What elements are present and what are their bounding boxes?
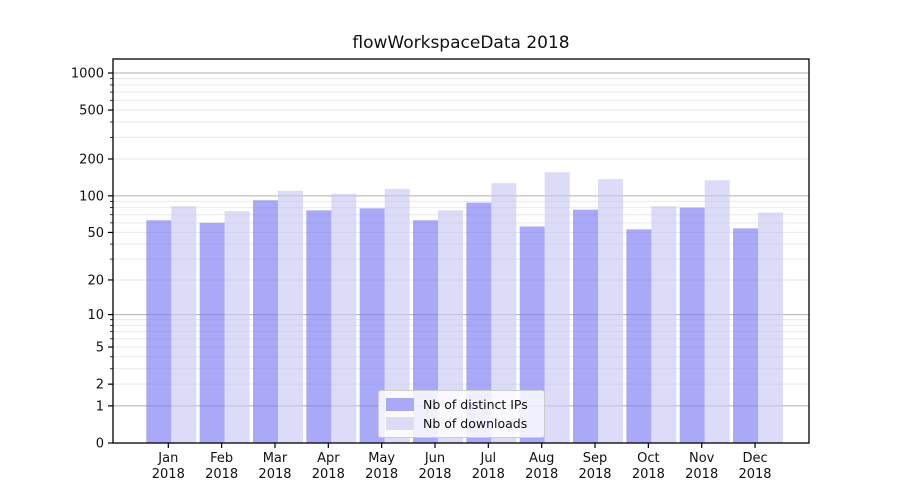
chart-title: flowWorkspaceData 2018 bbox=[352, 33, 570, 53]
y-tick-label-1000: 1000 bbox=[71, 67, 104, 82]
x-tick-label-month-aug: Aug bbox=[529, 451, 554, 466]
y-tick-label-50: 50 bbox=[87, 226, 104, 241]
x-tick-label-year-nov: 2018 bbox=[685, 467, 718, 482]
bar-nb-of-distinct-ips-mar bbox=[252, 200, 278, 443]
y-tick-label-20: 20 bbox=[87, 273, 104, 288]
x-tick-label-year-apr: 2018 bbox=[312, 467, 345, 482]
x-tick-label-year-sep: 2018 bbox=[578, 467, 611, 482]
x-tick-label-year-jun: 2018 bbox=[418, 467, 451, 482]
x-tick-label-month-dec: Dec bbox=[742, 451, 767, 466]
x-tick-label-year-may: 2018 bbox=[365, 467, 398, 482]
y-tick-label-0: 0 bbox=[96, 437, 104, 452]
bar-nb-of-downloads-mar bbox=[277, 190, 303, 443]
legend-item-downloads: Nb of downloads bbox=[386, 414, 537, 433]
x-tick-label-month-apr: Apr bbox=[317, 451, 340, 466]
bar-nb-of-downloads-jan bbox=[171, 206, 197, 443]
legend-label-distinct-ips: Nb of distinct IPs bbox=[423, 397, 528, 412]
bar-nb-of-downloads-apr bbox=[331, 193, 357, 443]
bar-nb-of-downloads-dec bbox=[758, 212, 784, 443]
x-tick-label-year-aug: 2018 bbox=[525, 467, 558, 482]
x-tick-label-month-sep: Sep bbox=[583, 451, 608, 466]
legend: Nb of distinct IPs Nb of downloads bbox=[378, 390, 545, 438]
x-tick-label-year-dec: 2018 bbox=[738, 467, 771, 482]
bar-nb-of-downloads-aug bbox=[544, 172, 570, 444]
x-tick-label-month-jul: Jul bbox=[479, 451, 496, 466]
y-tick-label-500: 500 bbox=[79, 104, 104, 119]
bar-nb-of-downloads-sep bbox=[598, 179, 624, 444]
x-tick-label-year-jul: 2018 bbox=[472, 467, 505, 482]
bar-nb-of-distinct-ips-sep bbox=[573, 209, 599, 443]
bar-nb-of-distinct-ips-nov bbox=[679, 207, 705, 443]
x-tick-label-year-oct: 2018 bbox=[632, 467, 665, 482]
y-tick-label-200: 200 bbox=[79, 152, 104, 167]
legend-label-downloads: Nb of downloads bbox=[423, 416, 528, 431]
x-tick-label-year-feb: 2018 bbox=[205, 467, 238, 482]
x-tick-label-month-feb: Feb bbox=[210, 451, 233, 466]
y-tick-label-1: 1 bbox=[96, 399, 104, 414]
bar-nb-of-distinct-ips-feb bbox=[199, 222, 225, 443]
x-tick-label-month-mar: Mar bbox=[263, 451, 288, 466]
legend-swatch-distinct-ips bbox=[386, 398, 414, 411]
plot-frame bbox=[112, 58, 810, 444]
x-tick-label-month-jan: Jan bbox=[157, 451, 178, 466]
x-tick-label-year-mar: 2018 bbox=[258, 467, 291, 482]
y-tick-label-5: 5 bbox=[96, 341, 104, 356]
bar-nb-of-distinct-ips-oct bbox=[626, 229, 652, 443]
x-tick-label-year-jan: 2018 bbox=[152, 467, 185, 482]
bar-nb-of-distinct-ips-jan bbox=[146, 220, 172, 443]
x-tick-label-month-oct: Oct bbox=[637, 451, 659, 466]
x-tick-label-month-nov: Nov bbox=[689, 451, 715, 466]
x-tick-label-month-may: May bbox=[368, 451, 395, 466]
bar-nb-of-distinct-ips-dec bbox=[733, 228, 759, 443]
legend-item-distinct-ips: Nb of distinct IPs bbox=[386, 395, 537, 414]
bar-nb-of-distinct-ips-apr bbox=[306, 210, 332, 443]
y-tick-label-10: 10 bbox=[87, 308, 104, 323]
bar-nb-of-downloads-oct bbox=[651, 206, 677, 443]
legend-swatch-downloads bbox=[386, 417, 414, 430]
y-tick-label-100: 100 bbox=[79, 189, 104, 204]
y-tick-label-2: 2 bbox=[96, 378, 104, 393]
bar-nb-of-downloads-nov bbox=[704, 180, 730, 443]
bar-nb-of-downloads-feb bbox=[224, 211, 250, 443]
x-tick-label-month-jun: Jun bbox=[424, 451, 445, 466]
